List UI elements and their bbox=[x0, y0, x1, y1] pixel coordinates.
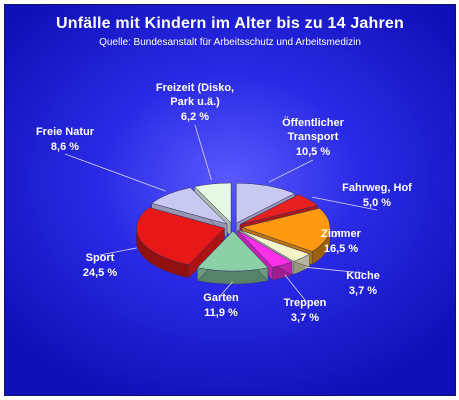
pie-chart: Öffentlicher Transport 10,5 % Fahrweg, Hof 5… bbox=[36, 82, 412, 324]
slice-label-4: Treppen 3,7 % bbox=[284, 297, 327, 324]
slice-label-6: Sport 24,5 % bbox=[83, 252, 117, 279]
leader-line-3 bbox=[304, 266, 364, 274]
slice-label-0: Öffentlicher Transport 10,5 % bbox=[282, 116, 344, 158]
leader-line-6 bbox=[99, 247, 137, 256]
leader-line-5 bbox=[220, 281, 233, 296]
leader-line-4 bbox=[284, 274, 306, 301]
slice-label-1: Fahrweg, Hof 5,0 % bbox=[342, 182, 412, 209]
slice-label-8: Freizeit (Disko, Park u.ä.) 6,2 % bbox=[156, 82, 234, 123]
chart-frame: Unfälle mit Kindern im Alter bis zu 14 J… bbox=[4, 4, 456, 396]
chart-subtitle: Quelle: Bundesanstalt für Arbeitsschutz … bbox=[99, 37, 361, 48]
leader-line-2 bbox=[333, 230, 342, 238]
pie-slice-5 bbox=[196, 230, 269, 285]
leader-line-0 bbox=[268, 159, 314, 183]
leader-line-7 bbox=[64, 153, 166, 192]
leader-line-1 bbox=[312, 196, 378, 211]
slice-label-5: Garten 11,9 % bbox=[203, 292, 239, 319]
leader-line-8 bbox=[194, 124, 212, 181]
slice-label-3: Küche 3,7 % bbox=[346, 270, 380, 297]
pie-slice-6 bbox=[136, 207, 225, 279]
slice-label-2: Zimmer 16,5 % bbox=[321, 228, 361, 255]
chart-title: Unfälle mit Kindern im Alter bis zu 14 J… bbox=[55, 15, 405, 32]
slice-label-7: Freie Natur 8,6 % bbox=[36, 126, 95, 153]
